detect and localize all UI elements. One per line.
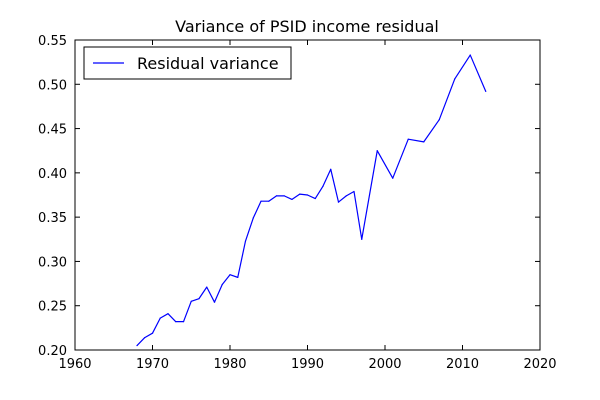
data-point-2003 (407, 138, 409, 140)
x-tick-label-2010: 2010 (446, 357, 479, 372)
data-point-1987 (283, 195, 285, 197)
x-tick-label-2000: 2000 (368, 357, 401, 372)
data-point-1979 (221, 283, 223, 286)
data-point-1993 (330, 168, 332, 170)
data-point-2001 (392, 177, 394, 179)
data-point-1969 (144, 337, 146, 339)
x-tick-label-1960: 1960 (58, 357, 91, 372)
legend: Residual variance (83, 46, 292, 80)
series-line-residual-variance (136, 54, 487, 346)
data-point-1976 (198, 298, 200, 300)
data-point-1970 (151, 332, 154, 334)
data-point-2007 (438, 119, 440, 121)
data-point-1971 (159, 317, 161, 319)
data-point-1968 (136, 344, 138, 347)
y-tick-label-0.30: 0.30 (38, 255, 67, 270)
data-point-1981 (237, 276, 239, 278)
data-point-2005 (423, 141, 425, 143)
y-tick-label-0.45: 0.45 (38, 123, 67, 138)
data-point-1988 (291, 198, 293, 201)
data-point-1985 (268, 200, 270, 202)
data-point-1982 (244, 240, 247, 242)
data-point-1973 (175, 321, 177, 323)
data-point-1997 (361, 238, 363, 240)
chart-title: Variance of PSID income residual (175, 17, 439, 36)
data-point-2009 (454, 78, 456, 80)
data-point-1975 (190, 300, 192, 302)
data-point-2013 (485, 90, 487, 92)
data-point-1974 (182, 321, 185, 323)
y-tick-label-0.55: 0.55 (38, 34, 67, 49)
data-point-1984 (260, 200, 262, 202)
y-tick-label-0.40: 0.40 (38, 167, 67, 182)
y-tick-label-0.20: 0.20 (38, 344, 67, 359)
data-point-1983 (252, 217, 254, 219)
data-point-2011 (469, 54, 471, 56)
data-point-1978 (213, 301, 216, 303)
x-tick-label-2020: 2020 (523, 357, 556, 372)
y-tick-label-0.25: 0.25 (38, 300, 67, 315)
data-point-1972 (167, 313, 169, 315)
x-tick-label-1970: 1970 (136, 357, 169, 372)
legend-label-residual-variance: Residual variance (137, 54, 279, 73)
data-point-1977 (206, 286, 208, 288)
data-point-1990 (306, 194, 309, 196)
data-point-1980 (229, 274, 231, 276)
data-point-1989 (299, 193, 301, 195)
y-tick-label-0.50: 0.50 (38, 78, 67, 93)
data-point-1999 (376, 150, 378, 152)
x-tick-label-1980: 1980 (213, 357, 246, 372)
data-point-1996 (353, 190, 355, 193)
series-layer (136, 54, 487, 347)
data-point-1994 (337, 201, 340, 203)
data-point-1992 (322, 185, 324, 187)
y-tick-label-0.35: 0.35 (38, 211, 67, 226)
axis-ticks: 1960 1970 1980 1990 2000 2010 2020 0.20 0.25 0.30… (38, 34, 557, 372)
data-point-1991 (314, 197, 316, 200)
x-tick-label-1990: 1990 (291, 357, 324, 372)
data-point-1986 (275, 195, 278, 197)
data-point-1995 (345, 195, 347, 197)
